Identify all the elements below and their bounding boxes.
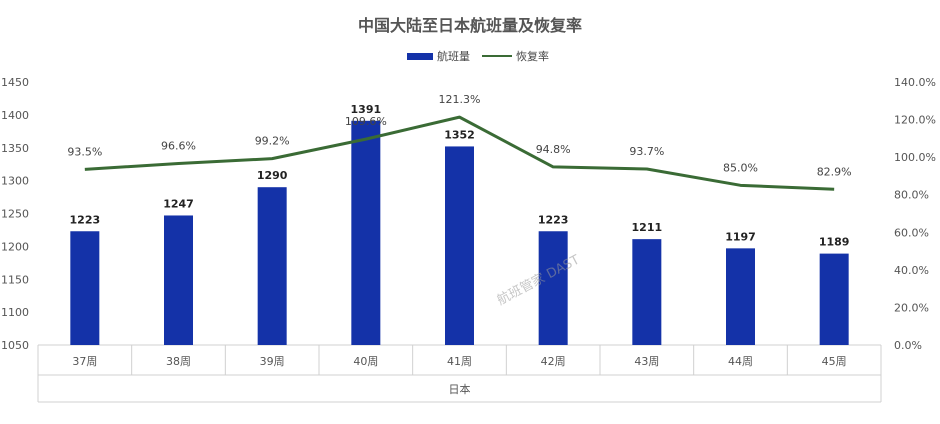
- legend-label-recovery: 恢复率: [516, 50, 549, 63]
- category-label-5: 42周: [541, 355, 566, 368]
- category-label-3: 40周: [353, 355, 378, 368]
- y-right-tick-7: 140.0%: [894, 76, 936, 89]
- bar-label-8: 1189: [819, 236, 850, 249]
- legend-swatch-recovery: [482, 55, 512, 57]
- bar-label-7: 1197: [725, 230, 756, 243]
- category-label-6: 43周: [634, 355, 659, 368]
- y-left-tick-3: 1200: [1, 240, 29, 253]
- bar-5: [538, 231, 568, 345]
- y-right-tick-0: 0.0%: [894, 339, 922, 352]
- legend-label-flights: 航班量: [437, 50, 470, 63]
- bar-1: [164, 215, 193, 345]
- bar-4: [445, 146, 474, 345]
- y-right-tick-1: 20.0%: [894, 301, 929, 314]
- recovery-label-4: 121.3%: [439, 93, 481, 106]
- bar-6: [632, 239, 662, 345]
- bar-2: [257, 187, 287, 345]
- bar-label-6: 1211: [632, 221, 663, 234]
- y-left-tick-7: 1400: [1, 109, 29, 122]
- legend-item-recovery: 恢复率: [482, 48, 549, 64]
- bar-label-1: 1247: [163, 197, 194, 210]
- recovery-label-7: 85.0%: [723, 161, 758, 174]
- y-left-tick-5: 1300: [1, 175, 29, 188]
- recovery-label-2: 99.2%: [255, 135, 290, 148]
- recovery-label-6: 93.7%: [629, 145, 664, 158]
- y-right-tick-6: 120.0%: [894, 114, 936, 127]
- y-left-tick-4: 1250: [1, 208, 29, 221]
- recovery-label-1: 96.6%: [161, 140, 196, 153]
- chart-title: 中国大陆至日本航班量及恢复率: [357, 16, 582, 35]
- recovery-line: [84, 115, 835, 191]
- bar-label-2: 1290: [257, 169, 288, 182]
- bar-8: [819, 253, 849, 345]
- bar-label-4: 1352: [444, 128, 475, 141]
- y-right-tick-2: 40.0%: [894, 264, 929, 277]
- y-left-tick-1: 1100: [1, 306, 29, 319]
- bar-0: [70, 231, 100, 345]
- y-left-tick-2: 1150: [1, 273, 29, 286]
- category-label-2: 39周: [260, 355, 285, 368]
- recovery-label-3: 109.6%: [345, 115, 387, 128]
- category-label-0: 37周: [72, 355, 97, 368]
- bar-3: [351, 120, 381, 345]
- category-label-7: 44周: [728, 355, 753, 368]
- group-label: 日本: [449, 382, 471, 396]
- y-left-tick-8: 1450: [1, 76, 29, 89]
- y-left-tick-6: 1350: [1, 142, 29, 155]
- recovery-label-8: 82.9%: [817, 165, 852, 178]
- y-right-tick-3: 60.0%: [894, 226, 929, 239]
- y-right-tick-4: 80.0%: [894, 189, 929, 202]
- y-left-tick-0: 1050: [1, 339, 29, 352]
- bar-label-3: 1391: [351, 103, 382, 116]
- recovery-label-0: 93.5%: [67, 145, 102, 158]
- watermark-text: 航班管家 DAST: [494, 252, 582, 309]
- category-label-8: 45周: [822, 355, 847, 368]
- y-right-tick-5: 100.0%: [894, 151, 936, 164]
- category-label-1: 38周: [166, 355, 191, 368]
- bar-label-0: 1223: [70, 213, 101, 226]
- category-label-4: 41周: [447, 355, 472, 368]
- legend-swatch-flights: [407, 52, 433, 60]
- bar-7: [726, 248, 755, 345]
- bar-label-5: 1223: [538, 213, 569, 226]
- recovery-label-5: 94.8%: [536, 143, 571, 156]
- legend-item-flights: 航班量: [407, 48, 470, 64]
